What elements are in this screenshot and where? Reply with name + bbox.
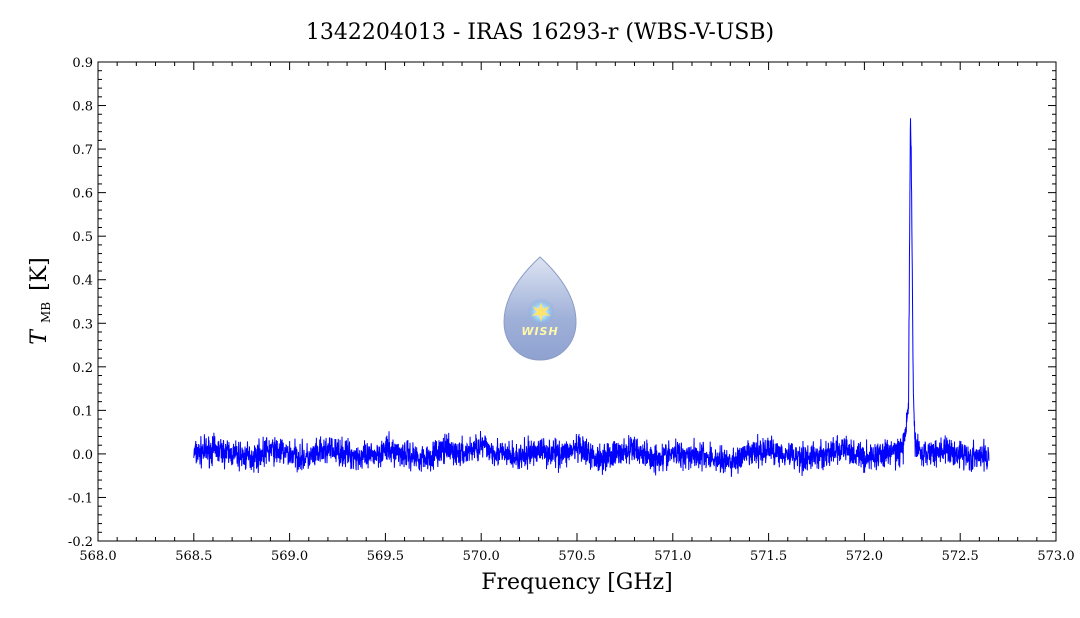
x-tick-label: 569.0 bbox=[271, 549, 308, 564]
y-axis-label-unit: [K] bbox=[27, 257, 52, 291]
wish-logo-text: WISH bbox=[521, 325, 558, 338]
y-axis-ticks bbox=[98, 61, 1056, 542]
y-tick-label: 0.7 bbox=[72, 143, 93, 158]
wish-star-icon bbox=[531, 302, 551, 322]
x-axis-ticks bbox=[97, 62, 1057, 541]
spectrum-series-line bbox=[193, 118, 990, 477]
wish-logo: WISH bbox=[503, 256, 577, 361]
y-tick-label: 0.0 bbox=[72, 448, 93, 463]
x-tick-label: 572.0 bbox=[846, 549, 883, 564]
y-tick-label: 0.4 bbox=[72, 274, 93, 289]
x-tick-label: 569.5 bbox=[367, 549, 404, 564]
y-tick-label: 0.8 bbox=[72, 100, 93, 115]
x-tick-label: 571.0 bbox=[654, 549, 691, 564]
x-axis-tick-labels: 568.0 568.5 569.0 569.5 570.0 570.5 571.0 571.5… bbox=[79, 549, 1074, 564]
x-tick-label: 568.0 bbox=[79, 549, 116, 564]
series-layer bbox=[193, 118, 990, 477]
y-tick-label: 0.2 bbox=[72, 361, 93, 376]
x-tick-label: 568.5 bbox=[175, 549, 212, 564]
y-tick-label: 0.3 bbox=[72, 317, 93, 332]
y-axis-label-subscript: MB bbox=[39, 302, 53, 323]
y-tick-label: 0.6 bbox=[72, 187, 93, 202]
svg-text:T MB [K]: T MB [K] bbox=[27, 257, 56, 344]
x-tick-label: 571.5 bbox=[750, 549, 787, 564]
y-axis-label: T MB [K] bbox=[27, 257, 56, 344]
x-tick-label: 572.5 bbox=[942, 549, 979, 564]
y-tick-label: -0.2 bbox=[68, 535, 93, 550]
x-tick-label: 573.0 bbox=[1037, 549, 1074, 564]
y-tick-label: -0.1 bbox=[68, 491, 93, 506]
x-tick-label: 570.5 bbox=[558, 549, 595, 564]
y-tick-label: 0.1 bbox=[72, 404, 93, 419]
x-tick-label: 570.0 bbox=[463, 549, 500, 564]
y-axis-label-main: T bbox=[27, 328, 52, 345]
y-axis-tick-labels: -0.2 -0.1 0.0 0.1 0.2 0.3 0.4 0.5 0.6 0.7 0.8 0.9 bbox=[68, 56, 93, 550]
x-axis-label: Frequency [GHz] bbox=[481, 570, 673, 595]
y-tick-label: 0.9 bbox=[72, 56, 93, 71]
y-tick-label: 0.5 bbox=[72, 230, 93, 245]
chart-title: 1342204013 - IRAS 16293-r (WBS-V-USB) bbox=[306, 20, 774, 45]
